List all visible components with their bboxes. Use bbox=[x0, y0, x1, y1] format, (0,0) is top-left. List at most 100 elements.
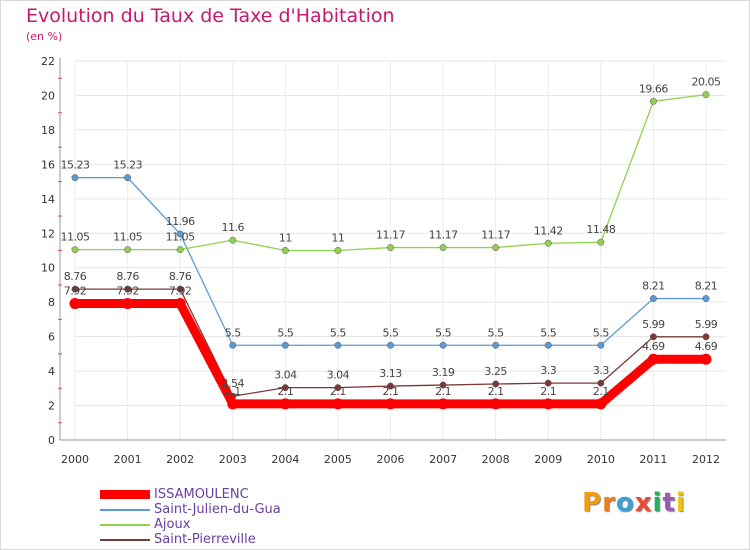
series-point bbox=[334, 341, 342, 349]
proxiti-logo: Proxiti bbox=[582, 488, 686, 518]
x-tick-label: 2007 bbox=[429, 453, 457, 466]
data-label: 8.21 bbox=[642, 280, 665, 293]
data-label: 11.17 bbox=[376, 229, 405, 242]
series-point bbox=[387, 244, 394, 252]
series-point bbox=[437, 398, 449, 410]
series-point bbox=[544, 379, 552, 387]
data-label: 15.23 bbox=[61, 159, 90, 172]
data-label: 15.23 bbox=[113, 159, 142, 172]
series-point bbox=[124, 285, 132, 293]
series-point bbox=[279, 398, 291, 410]
y-tick-label: 4 bbox=[48, 365, 55, 378]
series-point bbox=[490, 398, 502, 410]
data-label: 2.1 bbox=[383, 385, 399, 398]
series-point bbox=[385, 398, 396, 410]
series-point bbox=[334, 384, 342, 392]
data-label: 11.17 bbox=[429, 229, 458, 242]
y-tick-label: 2 bbox=[48, 400, 55, 413]
legend-item: Ajoux bbox=[100, 517, 281, 532]
data-label: 2.1 bbox=[540, 385, 556, 398]
series-point bbox=[439, 381, 447, 389]
series-point bbox=[597, 341, 605, 349]
x-tick-label: 2002 bbox=[166, 453, 194, 466]
y-tick-label: 8 bbox=[48, 296, 55, 309]
x-tick-label: 2006 bbox=[377, 453, 405, 466]
series-point bbox=[649, 295, 657, 303]
series-point bbox=[176, 285, 184, 293]
series-point bbox=[597, 379, 605, 387]
series-point bbox=[229, 236, 237, 244]
data-label: 5.5 bbox=[277, 326, 293, 339]
series-point bbox=[174, 298, 186, 310]
legend-item: Saint-Julien-du-Gua bbox=[100, 502, 281, 517]
data-label: 19.66 bbox=[639, 82, 668, 95]
x-tick-label: 2009 bbox=[534, 453, 562, 466]
data-label: 3.25 bbox=[484, 365, 507, 378]
data-label: 5.5 bbox=[225, 326, 241, 339]
x-tick-label: 2005 bbox=[324, 453, 352, 466]
x-tick-label: 2004 bbox=[271, 453, 299, 466]
data-label: 11.17 bbox=[481, 229, 510, 242]
chart-legend: ISSAMOULENC Saint-Julien-du-Gua Ajoux Saint… bbox=[100, 487, 281, 547]
logo-letter: P bbox=[582, 488, 603, 518]
series-point bbox=[702, 295, 710, 303]
data-label: 5.5 bbox=[540, 326, 556, 339]
data-label: 3.04 bbox=[274, 369, 297, 382]
series-point bbox=[227, 398, 239, 410]
data-label: 5.99 bbox=[642, 318, 665, 331]
data-label: 3.13 bbox=[379, 367, 402, 380]
series-point bbox=[597, 238, 605, 246]
y-tick-label: 20 bbox=[41, 89, 55, 102]
data-label: 4.69 bbox=[642, 340, 665, 353]
chart-subtitle: (en %) bbox=[26, 30, 63, 43]
series-point bbox=[281, 341, 289, 349]
legend-label: Saint-Julien-du-Gua bbox=[154, 502, 281, 517]
data-label: 3.3 bbox=[593, 364, 609, 377]
series-point bbox=[700, 353, 712, 365]
data-label: 11.05 bbox=[113, 231, 142, 244]
series-point bbox=[229, 341, 237, 349]
data-label: 5.5 bbox=[435, 326, 451, 339]
logo-letter: r bbox=[602, 488, 616, 518]
legend-label: Saint-Pierreville bbox=[154, 532, 256, 547]
y-tick-label: 0 bbox=[48, 434, 55, 447]
series-point bbox=[71, 174, 79, 182]
y-tick-label: 10 bbox=[41, 262, 55, 275]
series-point bbox=[702, 91, 710, 99]
data-label: 4.69 bbox=[695, 340, 718, 353]
series-point bbox=[176, 230, 184, 238]
data-label: 5.5 bbox=[593, 326, 609, 339]
data-label: 11.05 bbox=[61, 231, 90, 244]
series-point bbox=[439, 244, 447, 252]
legend-item: ISSAMOULENC bbox=[100, 487, 281, 502]
legend-swatch bbox=[100, 490, 150, 499]
series-point bbox=[124, 246, 132, 254]
data-label: 2.1 bbox=[593, 385, 609, 398]
data-label: 7.92 bbox=[116, 285, 139, 298]
data-label: 11.96 bbox=[166, 215, 195, 228]
data-label: 3.3 bbox=[540, 364, 556, 377]
logo-letter: i bbox=[675, 488, 686, 518]
data-label: 2.1 bbox=[435, 385, 451, 398]
x-tick-label: 2012 bbox=[692, 453, 720, 466]
legend-label: Ajoux bbox=[154, 517, 191, 532]
series-point bbox=[542, 398, 554, 410]
series-point bbox=[122, 298, 134, 310]
data-label: 7.92 bbox=[64, 285, 87, 298]
data-label: 5.5 bbox=[330, 326, 346, 339]
y-tick-label: 18 bbox=[41, 124, 55, 137]
data-label: 2.54 bbox=[222, 377, 245, 390]
data-label: 8.76 bbox=[64, 270, 87, 283]
logo-letter: x bbox=[634, 488, 653, 518]
y-tick-label: 12 bbox=[41, 227, 55, 240]
series-point bbox=[649, 97, 657, 105]
series-point bbox=[439, 341, 447, 349]
series-point bbox=[332, 398, 344, 410]
series-point bbox=[387, 382, 394, 390]
series-point bbox=[544, 239, 552, 247]
data-label: 11 bbox=[331, 232, 344, 245]
x-tick-label: 2011 bbox=[639, 453, 667, 466]
series-point bbox=[492, 341, 500, 349]
series-point bbox=[387, 341, 394, 349]
series-point bbox=[124, 174, 132, 182]
